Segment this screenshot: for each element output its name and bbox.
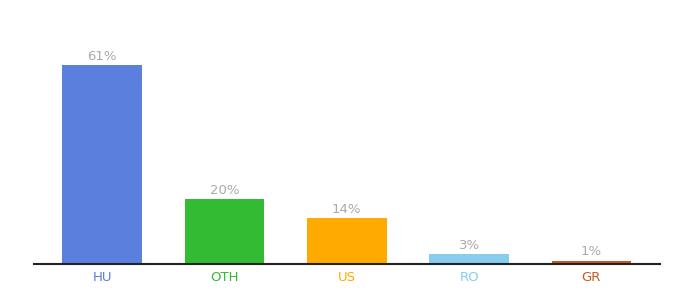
- Bar: [307, 218, 386, 264]
- Text: 14%: 14%: [332, 203, 362, 216]
- Bar: [185, 199, 265, 264]
- Text: 3%: 3%: [458, 239, 479, 252]
- Text: 20%: 20%: [209, 184, 239, 196]
- Bar: [63, 65, 142, 264]
- Bar: [551, 261, 631, 264]
- Bar: [429, 254, 509, 264]
- Text: 1%: 1%: [581, 245, 602, 259]
- Text: 61%: 61%: [88, 50, 117, 63]
